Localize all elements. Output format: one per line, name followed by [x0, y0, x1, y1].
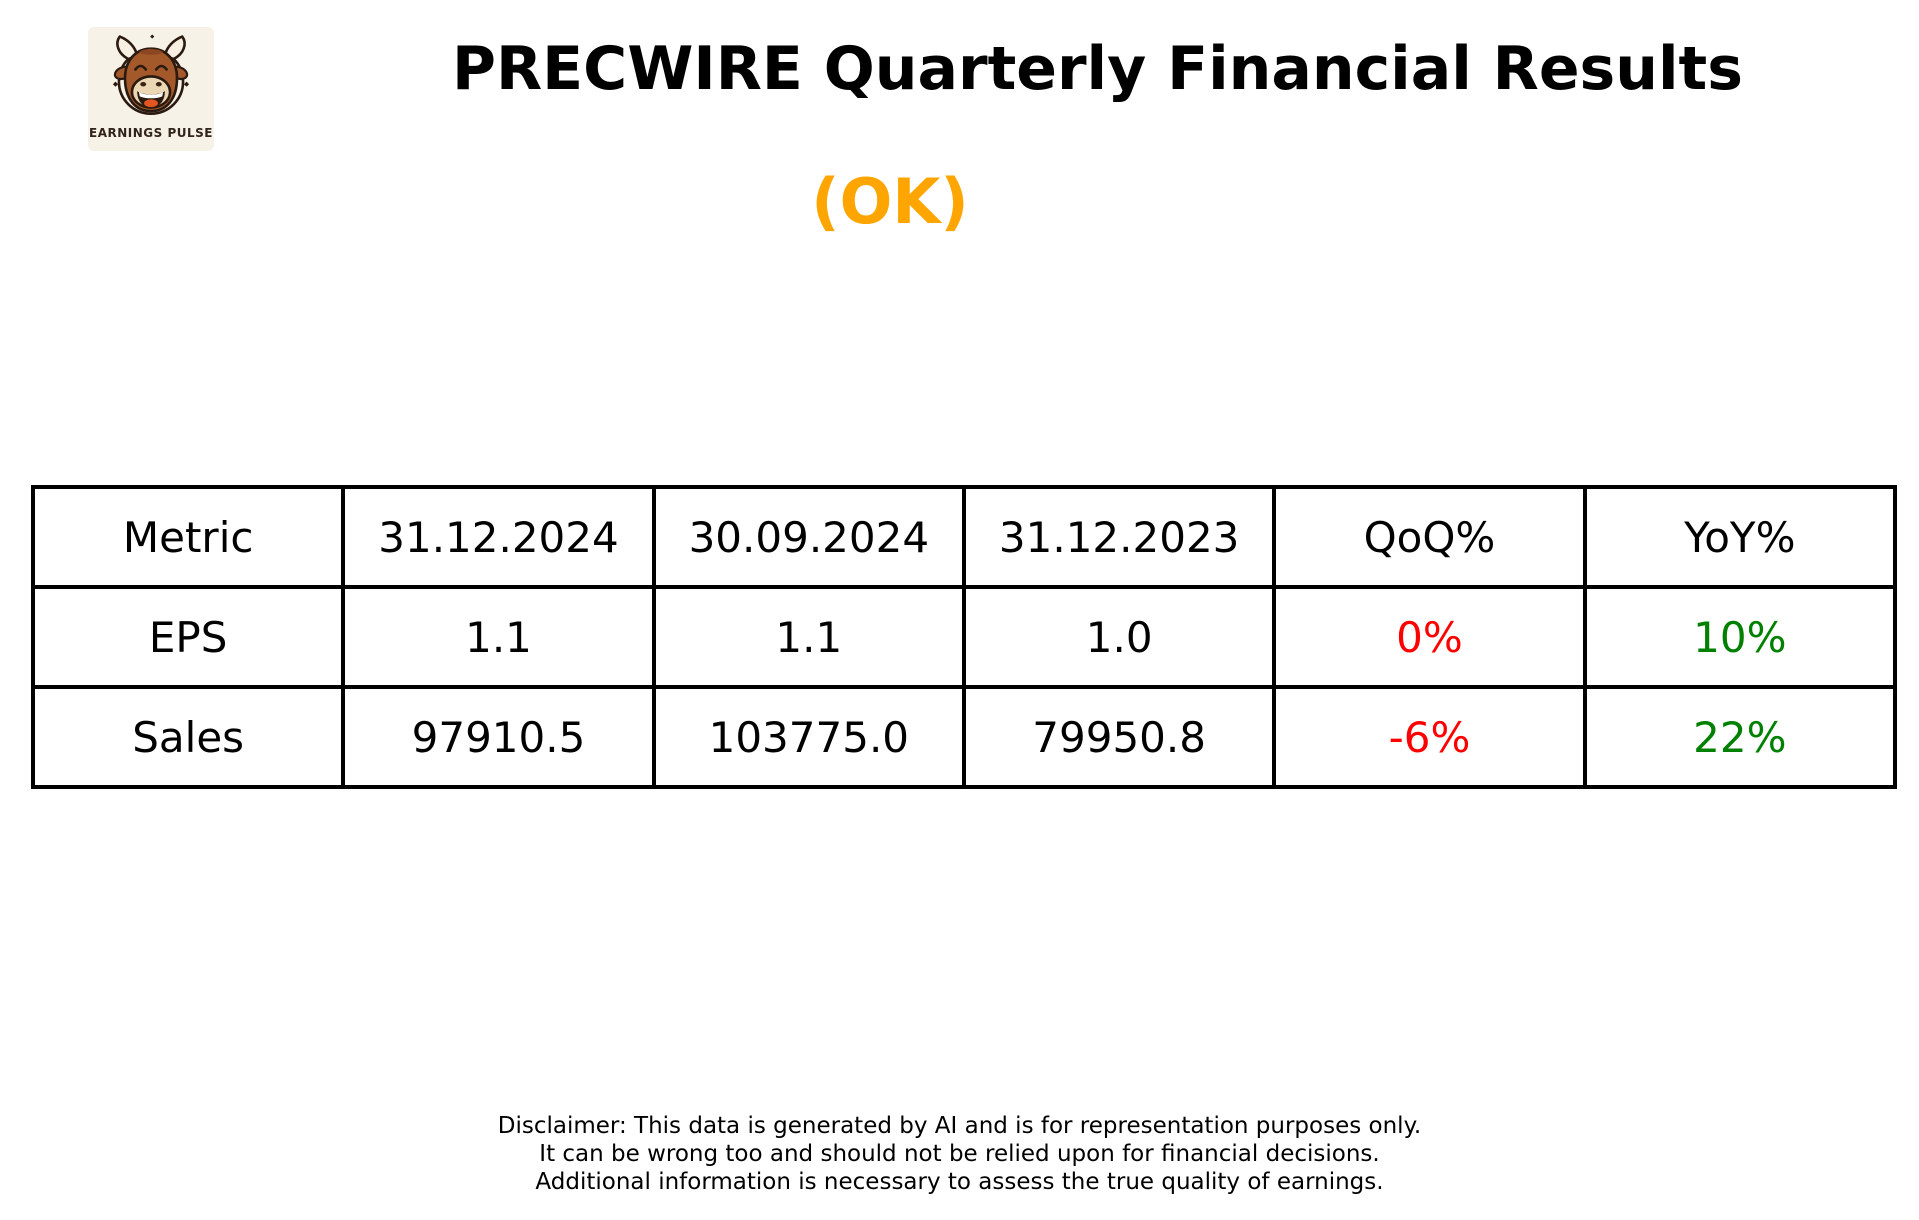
column-header-qoq: QoQ% — [1272, 485, 1587, 589]
disclaimer-line: Disclaimer: This data is generated by AI… — [497, 1113, 1422, 1139]
table-header-row: Metric 31.12.2024 30.09.2024 31.12.2023 … — [30, 485, 1898, 589]
column-header-current-quarter: 31.12.2024 — [341, 485, 656, 589]
financial-results-table: Metric 31.12.2024 30.09.2024 31.12.2023 … — [30, 485, 1898, 789]
eps-qoq-percent: 0% — [1272, 585, 1587, 689]
laughing-bull-icon — [112, 34, 190, 115]
eps-metric-label: EPS — [30, 585, 346, 689]
eps-value-year-ago: 1.0 — [961, 585, 1277, 689]
table-row-eps: EPS 1.1 1.1 1.0 0% 10% — [30, 585, 1898, 689]
verdict-badge: (OK) — [811, 165, 969, 238]
eps-value-previous: 1.1 — [651, 585, 966, 689]
page-title: PRECWIRE Quarterly Financial Results — [452, 34, 1743, 104]
disclaimer: Disclaimer: This data is generated by AI… — [0, 1112, 1919, 1196]
table-row-sales: Sales 97910.5 103775.0 79950.8 -6% 22% — [30, 685, 1898, 789]
column-header-yoy: YoY% — [1582, 485, 1898, 589]
sales-yoy-percent: 22% — [1582, 685, 1898, 789]
logo-caption: EARNINGS PULSE — [89, 126, 213, 140]
column-header-year-ago-quarter: 31.12.2023 — [961, 485, 1277, 589]
sales-value-year-ago: 79950.8 — [961, 685, 1277, 789]
earnings-pulse-logo: EARNINGS PULSE — [88, 27, 214, 151]
eps-value-current: 1.1 — [341, 585, 656, 689]
sales-qoq-percent: -6% — [1272, 685, 1587, 789]
disclaimer-line: Additional information is necessary to a… — [535, 1169, 1384, 1195]
column-header-previous-quarter: 30.09.2024 — [651, 485, 966, 589]
sales-value-previous: 103775.0 — [651, 685, 966, 789]
sales-value-current: 97910.5 — [341, 685, 656, 789]
eps-yoy-percent: 10% — [1582, 585, 1898, 689]
sales-metric-label: Sales — [30, 685, 346, 789]
disclaimer-line: It can be wrong too and should not be re… — [539, 1141, 1380, 1167]
column-header-metric: Metric — [30, 485, 346, 589]
